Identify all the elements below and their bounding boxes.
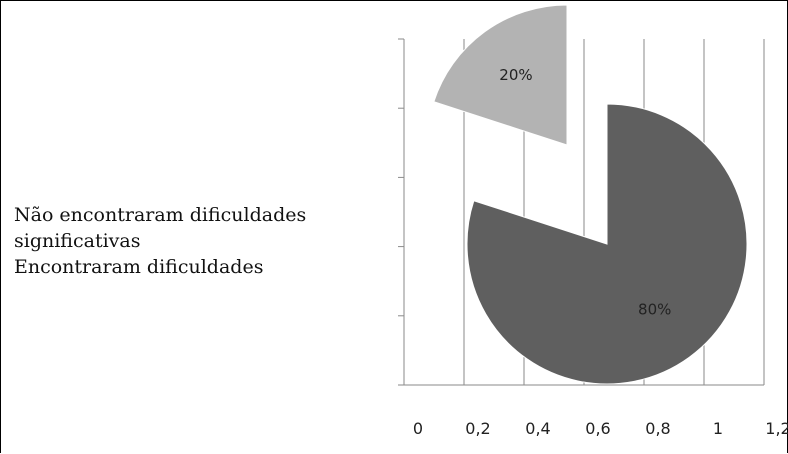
x-tick-label: 1,2 [765,419,788,438]
x-tick-label: 0,4 [525,419,550,438]
slice-value-label: 20% [499,66,532,84]
x-tick-label: 0 [413,419,423,438]
x-tick-label: 0,2 [465,419,490,438]
x-axis-ticks: 0 0,2 0,4 0,6 0,8 1 1,2 [413,419,788,438]
legend: Não encontraram dificuldades significati… [14,202,394,280]
pie-slices [433,4,748,385]
x-tick-label: 1 [713,419,723,438]
x-tick-label: 0,8 [645,419,670,438]
legend-line-1: Não encontraram dificuldades [14,204,307,226]
pie-slice [433,4,568,146]
pie-slice [466,103,748,385]
legend-line-2: significativas [14,230,141,252]
slice-labels: 80% 20% [499,66,671,319]
legend-line-3: Encontraram dificuldades [14,256,264,278]
slice-value-label: 80% [638,301,671,319]
x-tick-label: 0,6 [585,419,610,438]
